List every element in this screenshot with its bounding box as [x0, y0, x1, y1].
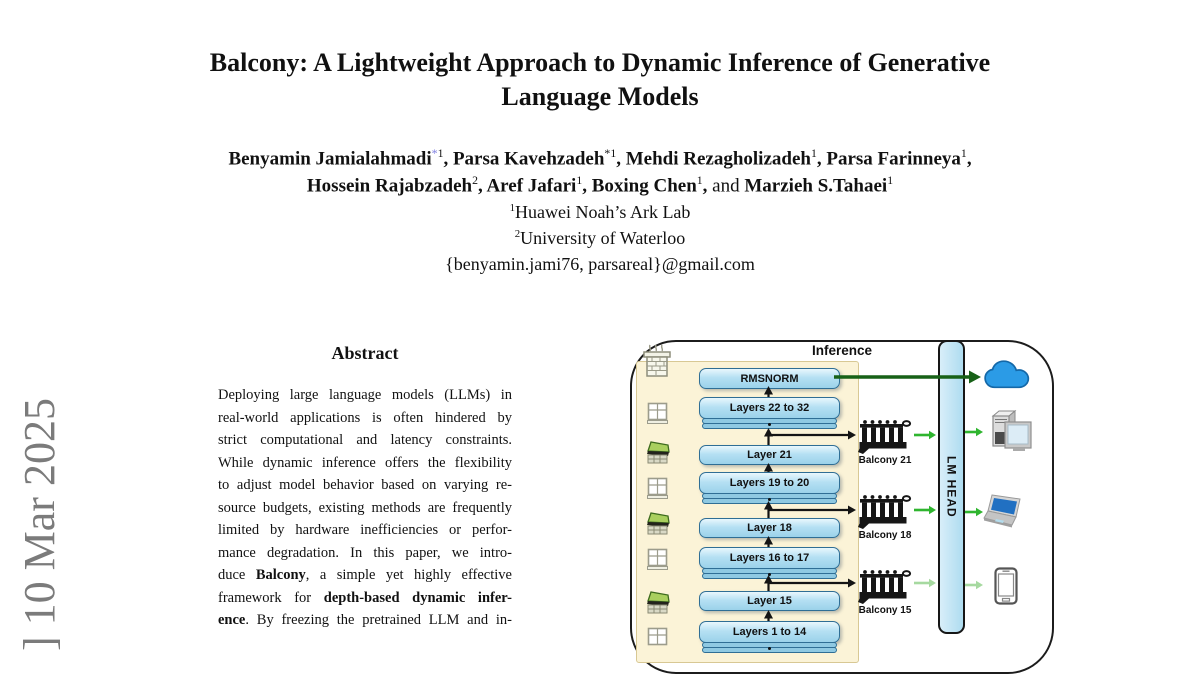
- abstract-line: real-world applications is often hindere…: [218, 409, 512, 426]
- abstract-line: While dynamic inference offers the flexi…: [218, 454, 512, 471]
- abstract-line: framework for depth-based dynamic infer-: [218, 589, 512, 606]
- watermark-bracket: ]: [15, 625, 64, 651]
- balcony-icon: [858, 570, 912, 604]
- balcony-icon: [858, 420, 912, 454]
- laptop-icon: [983, 494, 1021, 528]
- abstract-line: strict computational and latency constra…: [218, 432, 512, 448]
- lm-head-bar: LM HEAD: [938, 340, 965, 634]
- window-closed-icon: [647, 477, 668, 499]
- window-closed-icon: [647, 548, 668, 570]
- arxiv-watermark-date: ] 10 Mar 2025: [15, 398, 64, 651]
- window-open-icon: [647, 512, 670, 535]
- watermark-text: 10 Mar 2025: [15, 398, 64, 626]
- affiliation-2: 2University of Waterloo: [514, 228, 686, 248]
- abstract-line: to adjust model behavior based on varyin…: [218, 477, 512, 493]
- abstract-heading: Abstract: [331, 343, 399, 363]
- layer-box-layer-15: Layer 15: [699, 591, 840, 611]
- figure-title: Inference: [811, 343, 873, 358]
- paper-title: Balcony: A Lightweight Approach to Dynam…: [0, 46, 1200, 114]
- phone-icon: [994, 567, 1018, 605]
- abstract-line: Deploying large language models (LLMs) i…: [218, 387, 512, 403]
- footnote-star: *: [604, 147, 611, 160]
- window-closed-icon: [647, 627, 668, 646]
- layer-box-layers-19-20: Layers 19 to 20: [699, 472, 840, 504]
- abstract-body: Deploying large language models (LLMs) i…: [218, 384, 512, 632]
- paper-title-line2: Language Models: [501, 82, 699, 111]
- layer-box-rmsnorm: RMSNORM: [699, 368, 840, 389]
- balcony-label: Balcony 15: [858, 605, 912, 616]
- desktop-icon: [991, 409, 1032, 451]
- balcony-label: Balcony 21: [858, 455, 912, 466]
- paper-page: { "watermark": { "prefix": "] ", "date":…: [0, 46, 1200, 674]
- window-open-icon: [647, 591, 670, 614]
- affiliation-1: 1Huawei Noah’s Ark Lab: [509, 202, 691, 222]
- author-name: Parsa Kavehzadeh: [452, 148, 605, 170]
- balcony-label: Balcony 18: [858, 530, 912, 541]
- layer-box-layers-22-32: Layers 22 to 32: [699, 397, 840, 429]
- layer-box-layer-18: Layer 18: [699, 518, 840, 538]
- window-open-icon: [647, 441, 670, 464]
- author-name: Marzieh S.Tahaei: [744, 175, 888, 197]
- author-name: Aref Jafari: [486, 175, 577, 197]
- contact-email: {benyamin.jami76, parsareal}@gmail.com: [445, 254, 755, 274]
- cloud-icon: [984, 360, 1030, 389]
- footnote-star: *: [431, 147, 438, 160]
- paper-title-line1: Balcony: A Lightweight Approach to Dynam…: [209, 48, 991, 77]
- author-name: Mehdi Rezagholizadeh: [625, 148, 811, 170]
- abstract-line: source budgets, existing methods are fre…: [218, 499, 512, 516]
- abstract-line: duce Balcony, a simple yet highly effect…: [218, 567, 512, 583]
- layer-box-layer-21: Layer 21: [699, 445, 840, 465]
- author-name: Benyamin Jamialahmadi: [228, 148, 432, 170]
- abstract-line: limited by hardware inefficiencies or pe…: [218, 522, 512, 538]
- window-closed-icon: [647, 402, 668, 424]
- and-connector: and: [712, 175, 745, 197]
- layer-box-layers-1-14: Layers 1 to 14: [699, 621, 840, 653]
- author-name: Boxing Chen: [591, 175, 697, 197]
- author-name: Hossein Rajabzadeh: [306, 175, 473, 197]
- balcony-icon: [858, 495, 912, 529]
- authors-line1: Benyamin Jamialahmadi*1, Parsa Kavehzade…: [228, 147, 972, 170]
- abstract-line: ence. By freezing the pretrained LLM and…: [218, 612, 512, 628]
- chimney-icon: [643, 344, 671, 377]
- authors-line2: Hossein Rajabzadeh2, Aref Jafari1, Boxin…: [306, 174, 894, 197]
- layer-box-layers-16-17: Layers 16 to 17: [699, 547, 840, 579]
- author-name: Parsa Farinneya: [826, 148, 961, 170]
- abstract-line: mance degradation. In this paper, we int…: [218, 544, 512, 561]
